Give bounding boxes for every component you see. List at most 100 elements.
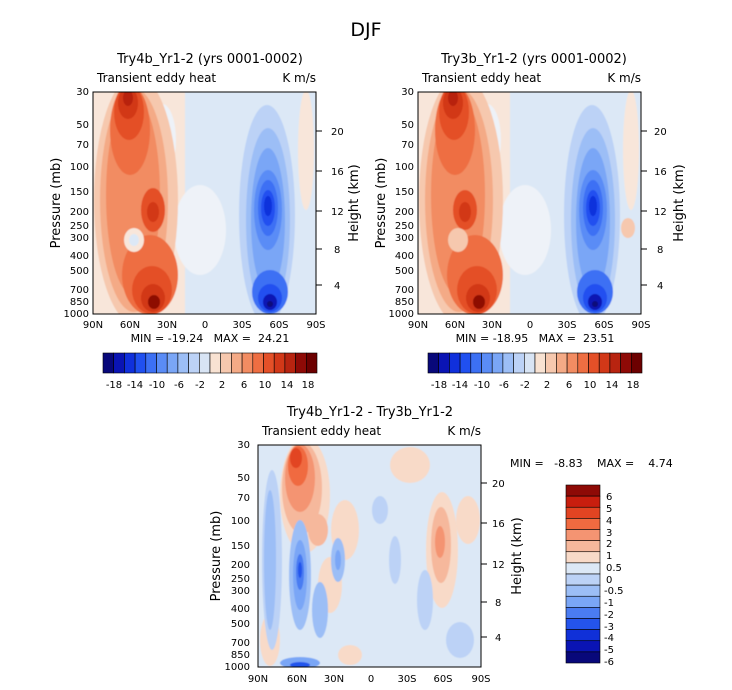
height-tick-label: 12 [654,207,667,218]
colorbar-swatch [565,640,601,653]
colorbar-swatch [231,352,243,374]
panel-2-units: K m/s [607,71,641,85]
colorbar-label: 18 [627,380,640,391]
height-tick-label: 12 [331,207,344,218]
height-tick-label: 16 [654,167,667,178]
panel-1-title: Try4b_Yr1-2 (yrs 0001-0002) [116,52,303,67]
colorbar-label: 10 [259,380,272,391]
panel-2-frame [417,91,642,315]
height-tick-label: 12 [492,560,505,571]
panel-3-y-axis: 30 50 70 100 150 200 250 300 400 500 700… [225,440,250,673]
panel-2-variable: Transient eddy heat [421,71,541,85]
y-tick-label: 70 [237,493,250,504]
x-tick-label: 90N [248,674,268,685]
panel-2-colorbar-labels: -18 -14 -10 -6 -2 2 6 10 14 18 [431,380,640,391]
x-tick-label: 30S [232,320,251,331]
panel-3-colorbar-labels: 6 5 4 3 2 1 0.5 0 -0.5 -1 -2 -3 -4 -5 -6 [604,492,624,668]
y-tick-label: 850 [70,297,89,308]
colorbar-swatch [534,352,546,374]
colorbar-swatch [565,584,601,597]
colorbar-label: -0.5 [604,586,624,597]
panel-3-field [258,445,481,667]
colorbar-label: 2 [544,380,550,391]
page-title: DJF [350,19,381,41]
colorbar-swatch [241,352,254,374]
panel-1-variable: Transient eddy heat [96,71,216,85]
panel-1-stats: MIN = -19.24 MAX = 24.21 [131,332,290,345]
colorbar-label: -6 [604,657,614,668]
panel-1-colorbar [102,352,318,374]
colorbar-label: -1 [604,598,614,609]
colorbar-swatch [565,540,601,553]
panel-2-title: Try3b_Yr1-2 (yrs 0001-0002) [440,52,627,67]
colorbar-label: -14 [452,380,468,391]
colorbar-swatch [565,618,601,630]
panel-3-variable: Transient eddy heat [261,424,381,438]
colorbar-swatch [284,352,296,374]
y-tick-label: 30 [76,87,89,98]
height-tick-label: 20 [331,127,344,138]
y-tick-label: 200 [231,560,250,571]
colorbar-swatch [565,573,601,586]
panel-1-units: K m/s [282,71,316,85]
colorbar-label: 6 [606,492,612,503]
x-tick-label: 0 [368,674,374,685]
x-tick-label: 90S [631,320,650,331]
x-tick-label: 0 [527,320,533,331]
panel-3: Try4b_Yr1-2 - Try3b_Yr1-2 Transient eddy… [209,405,673,685]
colorbar-label: -5 [604,645,614,656]
colorbar-label: -14 [127,380,143,391]
x-tick-label: 30N [482,320,502,331]
colorbar-swatch [491,352,504,374]
height-tick-label: 4 [657,281,663,292]
colorbar-swatch [598,352,611,374]
y-tick-label: 70 [76,140,89,151]
height-tick-label: 8 [657,245,663,256]
y-tick-label: 400 [231,604,250,615]
height-tick-label: 20 [654,127,667,138]
y-tick-label: 500 [70,266,89,277]
panel-3-ylabel-right: Height (km) [510,517,525,594]
y-tick-label: 200 [395,207,414,218]
colorbar-label: -3 [604,622,614,633]
colorbar-swatch [565,629,601,642]
panel-3-ylabel: Pressure (mb) [209,511,224,602]
panel-3-height-axis: 4 8 12 16 20 [481,479,505,644]
colorbar-label: 10 [584,380,597,391]
x-tick-label: 90N [408,320,428,331]
colorbar-label: 6 [566,380,572,391]
colorbar-label: 1 [606,551,612,562]
colorbar-label: 14 [606,380,619,391]
colorbar-label: -18 [431,380,447,391]
height-tick-label: 4 [334,281,340,292]
colorbar-swatch [545,352,557,374]
colorbar-swatch [565,506,601,519]
colorbar-label: -6 [174,380,184,391]
y-tick-label: 100 [70,162,89,173]
x-tick-label: 30S [397,674,416,685]
colorbar-label: 14 [281,380,294,391]
colorbar-label: 5 [606,504,612,515]
y-tick-label: 700 [70,285,89,296]
x-tick-label: 90S [471,674,490,685]
y-tick-label: 100 [231,516,250,527]
colorbar-label: 2 [606,539,612,550]
x-tick-label: 60N [287,674,307,685]
colorbar-swatch [577,352,589,374]
colorbar-label: -2 [195,380,205,391]
colorbar-swatch [113,352,125,374]
colorbar-swatch [134,352,147,374]
panel-1-height-axis: 4 8 12 16 20 [316,127,344,292]
colorbar-label: 4 [606,516,612,527]
colorbar-label: -2 [520,380,530,391]
colorbar-swatch [449,352,461,374]
y-tick-label: 150 [231,541,250,552]
x-tick-label: 30N [324,674,344,685]
x-tick-label: 60N [445,320,465,331]
y-tick-label: 700 [395,285,414,296]
colorbar-swatch [565,484,601,497]
y-tick-label: 500 [395,266,414,277]
y-tick-label: 150 [395,187,414,198]
colorbar-swatch [188,352,200,374]
